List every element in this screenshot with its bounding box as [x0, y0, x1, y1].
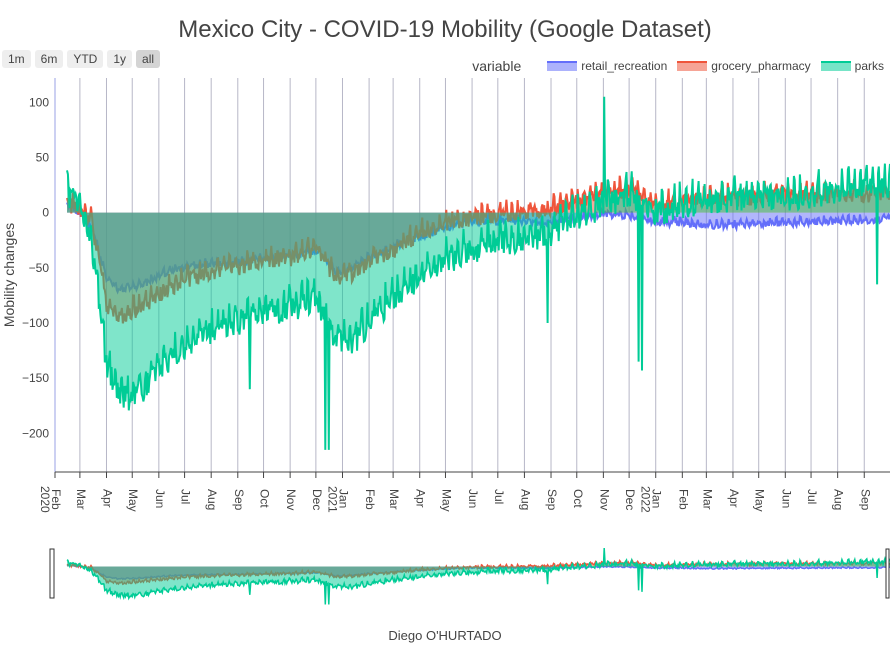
series-grocery-pharmacy-line [66, 175, 890, 324]
x-year-label: 2022 [639, 486, 653, 513]
x-tick-label: Jul [492, 489, 506, 504]
x-year-label: 2021 [325, 486, 339, 513]
x-tick-label: May [753, 489, 767, 512]
rangeslider-retail-recreation-line [66, 564, 890, 581]
series-grocery-pharmacy-area [67, 175, 890, 324]
y-tick-label: −50 [29, 261, 50, 275]
x-tick-label: Jul [805, 489, 819, 504]
series-retail-recreation-line [66, 201, 890, 295]
legend-label: parks [854, 59, 884, 73]
rangeslider-handle-left [49, 548, 55, 599]
x-tick-label: Feb [363, 489, 377, 510]
x-tick-label: Oct [571, 489, 585, 508]
x-tick-label: Oct [258, 489, 272, 508]
y-tick-label: 0 [42, 206, 49, 220]
legend-item-retail-recreation[interactable]: retail_recreation [547, 59, 667, 73]
range-button-6m[interactable]: 6m [34, 50, 64, 68]
x-tick-label: Jun [153, 489, 167, 508]
x-tick-label: Sep [545, 489, 559, 511]
x-tick-label: Jan [650, 489, 664, 508]
x-tick-label: Aug [518, 489, 532, 510]
legend: variable retail_recreation grocery_pharma… [472, 58, 884, 74]
x-tick-label: Feb [676, 489, 690, 510]
series-parks-area [67, 96, 890, 450]
rangeslider-grocery-pharmacy-area [67, 560, 890, 585]
x-tick-label: Dec [623, 489, 637, 510]
range-button-all[interactable]: all [136, 50, 161, 68]
x-tick-label: Jul [179, 489, 193, 504]
x-tick-label: Feb [49, 489, 63, 510]
legend-items: retail_recreation grocery_pharmacy parks [537, 59, 884, 73]
x-tick-label: Mar [700, 489, 714, 510]
y-tick-label: −100 [22, 316, 49, 330]
rangeslider-handle-right [885, 548, 890, 599]
x-tick-label: Nov [284, 489, 298, 510]
legend-item-parks[interactable]: parks [820, 59, 884, 73]
x-tick-label: Aug [205, 489, 219, 510]
series-retail-recreation-area [67, 202, 890, 292]
legend-item-grocery-pharmacy[interactable]: grocery_pharmacy [677, 59, 811, 73]
x-tick-label: Apr [727, 489, 741, 508]
rangeslider-parks-line [66, 547, 890, 605]
rangeslider-retail-recreation-area [67, 564, 890, 580]
x-tick-label: May [126, 489, 140, 512]
legend-title: variable [472, 58, 522, 74]
x-tick-label: Apr [414, 489, 428, 508]
x-tick-label: Aug [832, 489, 846, 510]
legend-swatch [820, 61, 851, 71]
range-button-1m[interactable]: 1m [2, 50, 31, 68]
rangeslider-parks-area [67, 548, 890, 605]
x-tick-label: Apr [100, 489, 114, 508]
footer-credit: Diego O'HURTADO [388, 628, 502, 643]
range-selector: 1m 6m YTD 1y all [2, 50, 161, 68]
rangeslider-grocery-pharmacy-line [66, 559, 890, 586]
x-tick-label: Mar [74, 489, 88, 510]
x-tick-label: May [439, 489, 453, 512]
legend-label: retail_recreation [581, 59, 668, 73]
series-parks-line [66, 96, 890, 450]
x-tick-label: Dec [310, 489, 324, 510]
chart-title: Mexico City - COVID-19 Mobility (Google … [178, 16, 712, 43]
y-tick-label: 100 [29, 95, 49, 109]
legend-label: grocery_pharmacy [711, 59, 811, 73]
legend-swatch [677, 61, 708, 71]
x-tick-label: Jun [779, 489, 793, 508]
y-tick-label: −150 [22, 371, 49, 385]
x-year-label: 2020 [38, 486, 52, 513]
x-tick-label: Sep [232, 489, 246, 511]
x-tick-label: Jan [336, 489, 350, 508]
x-tick-label: Nov [597, 489, 611, 510]
x-tick-label: Jun [466, 489, 480, 508]
y-axis-title: Mobility changes [1, 223, 17, 327]
x-tick-label: Sep [858, 489, 872, 511]
range-button-ytd[interactable]: YTD [67, 50, 104, 68]
x-tick-label: Mar [387, 489, 401, 510]
y-tick-label: 50 [36, 150, 50, 164]
y-tick-label: −200 [22, 426, 49, 440]
legend-swatch [547, 61, 578, 71]
range-button-1y[interactable]: 1y [107, 50, 133, 68]
